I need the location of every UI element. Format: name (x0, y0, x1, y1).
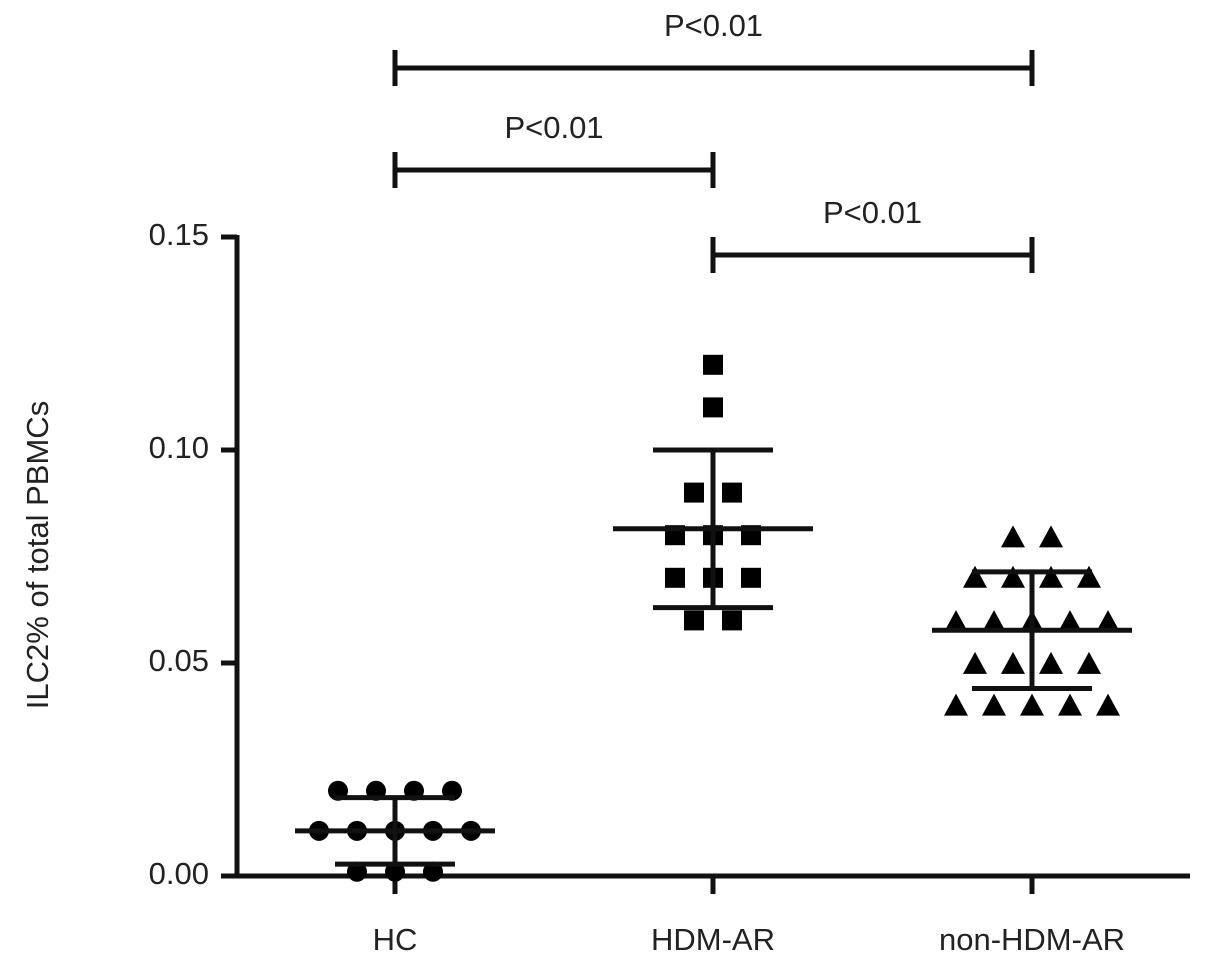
data-point (1039, 651, 1063, 674)
data-point (1077, 651, 1101, 674)
y-tick-label: 0.15 (149, 217, 209, 252)
p-value-label: P<0.01 (504, 110, 603, 145)
p-value-label: P<0.01 (664, 8, 763, 43)
data-point (1020, 693, 1044, 716)
data-point (1096, 610, 1120, 633)
data-point (423, 861, 443, 882)
data-point (722, 482, 742, 503)
x-tick-label: HC (373, 922, 418, 957)
data-point (1001, 525, 1025, 548)
data-point (982, 610, 1006, 633)
data-point (684, 482, 704, 503)
data-point (722, 610, 742, 631)
data-point (741, 567, 761, 588)
data-point (385, 861, 405, 882)
data-point (1001, 651, 1025, 674)
data-point (703, 354, 723, 375)
data-point (944, 693, 968, 716)
data-point (982, 693, 1006, 716)
data-point (963, 565, 987, 588)
data-point (1039, 565, 1063, 588)
data-point (684, 610, 704, 631)
x-tick-label: non-HDM-AR (939, 922, 1125, 957)
data-point (963, 651, 987, 674)
data-point (944, 610, 968, 633)
data-point (665, 567, 685, 588)
y-tick-label: 0.05 (149, 643, 209, 678)
data-point (347, 861, 367, 882)
data-point (1077, 565, 1101, 588)
p-value-label: P<0.01 (823, 195, 922, 230)
y-tick-label: 0.10 (149, 430, 209, 465)
x-tick-label: HDM-AR (651, 922, 775, 957)
data-point (1096, 693, 1120, 716)
data-point (1039, 525, 1063, 548)
data-point (1058, 693, 1082, 716)
data-point (703, 397, 723, 418)
y-axis-label: ILC2% of total PBMCs (20, 401, 55, 709)
y-tick-label: 0.00 (149, 856, 209, 891)
data-point (1001, 565, 1025, 588)
data-point (1058, 610, 1082, 633)
